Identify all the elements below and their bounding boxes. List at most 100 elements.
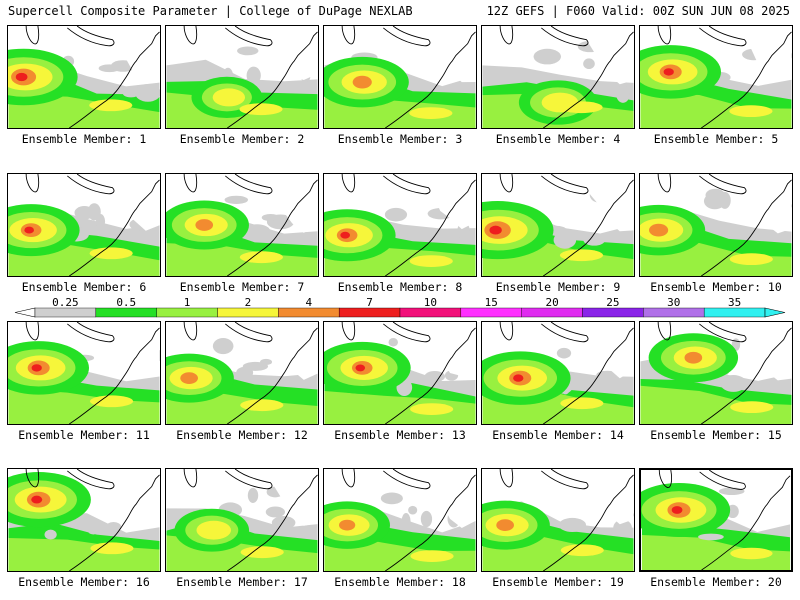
ocean-area	[264, 26, 318, 80]
scp-patch	[380, 492, 403, 505]
member-map-14[interactable]	[481, 321, 635, 425]
member-label: Ensemble Member: 13	[334, 428, 466, 442]
scp-level-4	[684, 351, 703, 364]
scp-level-2	[8, 95, 160, 128]
lake-outline	[657, 26, 672, 45]
lake-outline	[499, 469, 514, 488]
scp-level-5	[513, 374, 524, 382]
ocean-area	[106, 469, 160, 525]
member-map-1[interactable]	[7, 25, 161, 129]
scp-level-3	[196, 520, 232, 540]
scp-level-4	[180, 372, 198, 384]
coastline	[701, 475, 791, 570]
lake-outline	[25, 469, 40, 488]
ocean-area	[422, 174, 476, 230]
lake-outline	[541, 469, 589, 490]
scp-level-3	[559, 101, 603, 114]
member-map-7[interactable]	[165, 173, 319, 277]
member-label: Ensemble Member: 7	[179, 280, 305, 294]
scp-field-map	[166, 469, 318, 571]
scp-level-2	[640, 385, 792, 424]
coastline	[69, 31, 160, 128]
ocean-area	[422, 26, 476, 83]
member-map-2[interactable]	[165, 25, 319, 129]
scp-patch	[616, 85, 630, 103]
scp-level-3	[560, 544, 604, 557]
member-label: Ensemble Member: 18	[334, 575, 466, 589]
scp-patch	[236, 366, 254, 379]
lake-outline	[658, 470, 672, 489]
lake-outline	[25, 26, 40, 45]
coastline	[385, 179, 476, 276]
member-map-16[interactable]	[7, 468, 161, 572]
scp-patch	[134, 84, 160, 102]
member-map-18[interactable]	[323, 468, 477, 572]
lake-outline	[183, 174, 198, 193]
scp-level-4	[195, 219, 214, 231]
member-label: Ensemble Member: 12	[176, 428, 308, 442]
scp-patch	[105, 521, 122, 532]
colorbar-swatch	[156, 307, 218, 318]
member-label: Ensemble Member: 1	[21, 132, 147, 146]
coastline	[701, 179, 792, 276]
scp-field-map	[482, 322, 634, 424]
colorbar-tick-label: 30	[667, 297, 680, 309]
scp-level-5	[340, 231, 350, 239]
member-label: Ensemble Member: 19	[492, 575, 624, 589]
coastline	[701, 31, 792, 128]
scp-field-map	[8, 322, 160, 424]
member-label: Ensemble Member: 5	[653, 132, 779, 146]
scp-field-map	[8, 469, 160, 571]
lake-outline	[541, 174, 589, 195]
scp-field-map	[482, 469, 634, 571]
ocean-area	[580, 322, 634, 379]
scp-level-5	[671, 506, 683, 514]
colorbar-swatch	[95, 307, 157, 318]
member-map-3[interactable]	[323, 25, 477, 129]
scp-field-map	[324, 174, 476, 276]
scp-level-3	[89, 247, 133, 260]
member-map-4[interactable]	[481, 25, 635, 129]
scp-field-map	[482, 26, 634, 128]
ocean-area	[264, 174, 318, 233]
scp-patch	[224, 195, 249, 204]
ocean-area	[738, 174, 792, 234]
lake-outline	[383, 174, 431, 195]
scp-field-map	[8, 26, 160, 128]
member-map-12[interactable]	[165, 321, 319, 425]
scp-patch	[265, 506, 286, 518]
coastline	[385, 327, 476, 424]
colorbar-swatch	[582, 307, 644, 318]
page-title: Supercell Composite Parameter | College …	[8, 4, 413, 18]
member-map-10[interactable]	[639, 173, 793, 277]
scp-level-3	[410, 403, 454, 415]
member-map-17[interactable]	[165, 468, 319, 572]
coastline	[701, 327, 792, 424]
member-map-6[interactable]	[7, 173, 161, 277]
lake-outline	[341, 26, 356, 45]
scp-patch	[271, 516, 296, 530]
member-map-20[interactable]	[639, 468, 793, 572]
coastline	[385, 31, 476, 128]
member-map-5[interactable]	[639, 25, 793, 129]
scp-patch	[698, 533, 724, 541]
coastline	[227, 327, 318, 424]
member-map-8[interactable]	[323, 173, 477, 277]
member-map-9[interactable]	[481, 173, 635, 277]
scp-patch	[388, 337, 398, 347]
scp-patch	[401, 513, 411, 530]
lake-outline	[183, 322, 198, 341]
lake-outline	[183, 26, 198, 45]
colorbar-tick-label: 20	[545, 297, 558, 309]
scp-level-4	[496, 519, 514, 531]
scp-level-3	[240, 546, 284, 559]
member-map-19[interactable]	[481, 468, 635, 572]
scp-patch	[718, 487, 745, 496]
member-map-13[interactable]	[323, 321, 477, 425]
scp-patch	[556, 347, 572, 359]
colorbar-low-end	[14, 307, 36, 318]
lake-outline	[499, 322, 514, 341]
member-map-15[interactable]	[639, 321, 793, 425]
member-label: Ensemble Member: 8	[337, 280, 463, 294]
member-map-11[interactable]	[7, 321, 161, 425]
